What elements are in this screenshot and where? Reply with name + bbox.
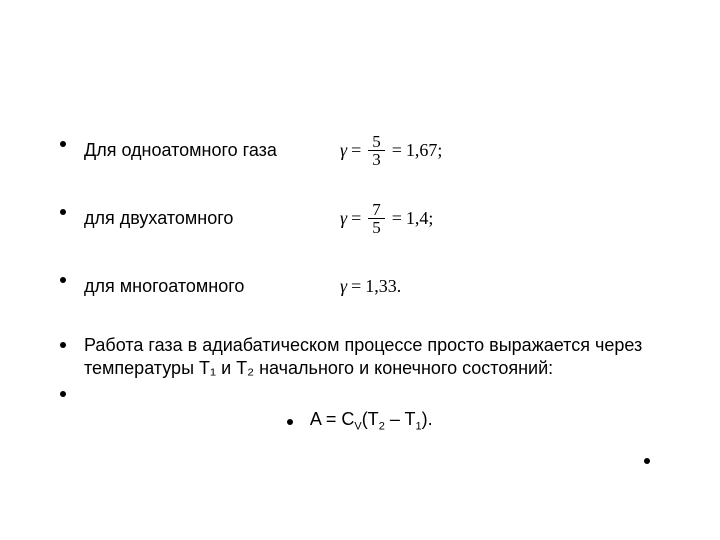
frac-den-2: 5 (368, 219, 385, 236)
bullet-left-3: для многоатомного (60, 275, 340, 298)
bullet-dot-icon (644, 458, 650, 464)
equation-line: A = CV(T2 – T1). (60, 409, 660, 433)
frac-num-2: 7 (368, 201, 385, 219)
bullet-dot-icon (60, 209, 66, 215)
eq-part-a: A = C (310, 409, 355, 429)
trailing-bullet (60, 451, 660, 469)
slide: Для одноатомного газа γ= 5 3 = 1,67; для… (0, 0, 720, 540)
paragraph-bullet: Работа газа в адиабатическом процессе пр… (60, 334, 660, 379)
gamma-formula-2: γ= 7 5 = 1,4; (340, 201, 433, 236)
bullet-text-1: Для одноатомного газа (84, 139, 277, 162)
eq-sub-v: V (354, 421, 361, 433)
bullet-dot-icon (60, 277, 66, 283)
equation-text: A = CV(T2 – T1). (310, 409, 433, 429)
eq-mid: – T (385, 409, 416, 429)
trail-1: ; (437, 140, 442, 161)
bullet-row-1: Для одноатомного газа γ= 5 3 = 1,67; (60, 130, 660, 170)
bullet-text-3: для многоатомного (84, 275, 244, 298)
bullet-dot-icon (60, 391, 66, 397)
trail-3: . (397, 276, 402, 297)
formula-3: γ= 1,33. (340, 266, 401, 306)
approx-1: 1,67 (406, 140, 438, 161)
empty-bullet (60, 389, 660, 397)
bullet-row-3: для многоатомного γ= 1,33. (60, 266, 660, 306)
trail-2: ; (428, 208, 433, 229)
bullet-text-2: для двухатомного (84, 207, 233, 230)
frac-num-1: 5 (368, 133, 385, 151)
formula-1: γ= 5 3 = 1,67; (340, 130, 442, 170)
approx-3: 1,33 (365, 276, 397, 297)
bullet-dot-icon (60, 342, 66, 348)
approx-2: 1,4 (406, 208, 429, 229)
gamma-formula-1: γ= 5 3 = 1,67; (340, 133, 442, 168)
frac-den-1: 3 (368, 151, 385, 168)
bullet-dot-icon (287, 419, 293, 425)
gamma-formula-3: γ= 1,33. (340, 276, 401, 297)
bullet-left-2: для двухатомного (60, 207, 340, 230)
bullet-dot-icon (60, 141, 66, 147)
formula-2: γ= 7 5 = 1,4; (340, 198, 433, 238)
bullet-row-2: для двухатомного γ= 7 5 = 1,4; (60, 198, 660, 238)
paragraph-text: Работа газа в адиабатическом процессе пр… (84, 334, 660, 379)
eq-close: ). (422, 409, 433, 429)
eq-open: (T (362, 409, 379, 429)
bullet-left-1: Для одноатомного газа (60, 139, 340, 162)
